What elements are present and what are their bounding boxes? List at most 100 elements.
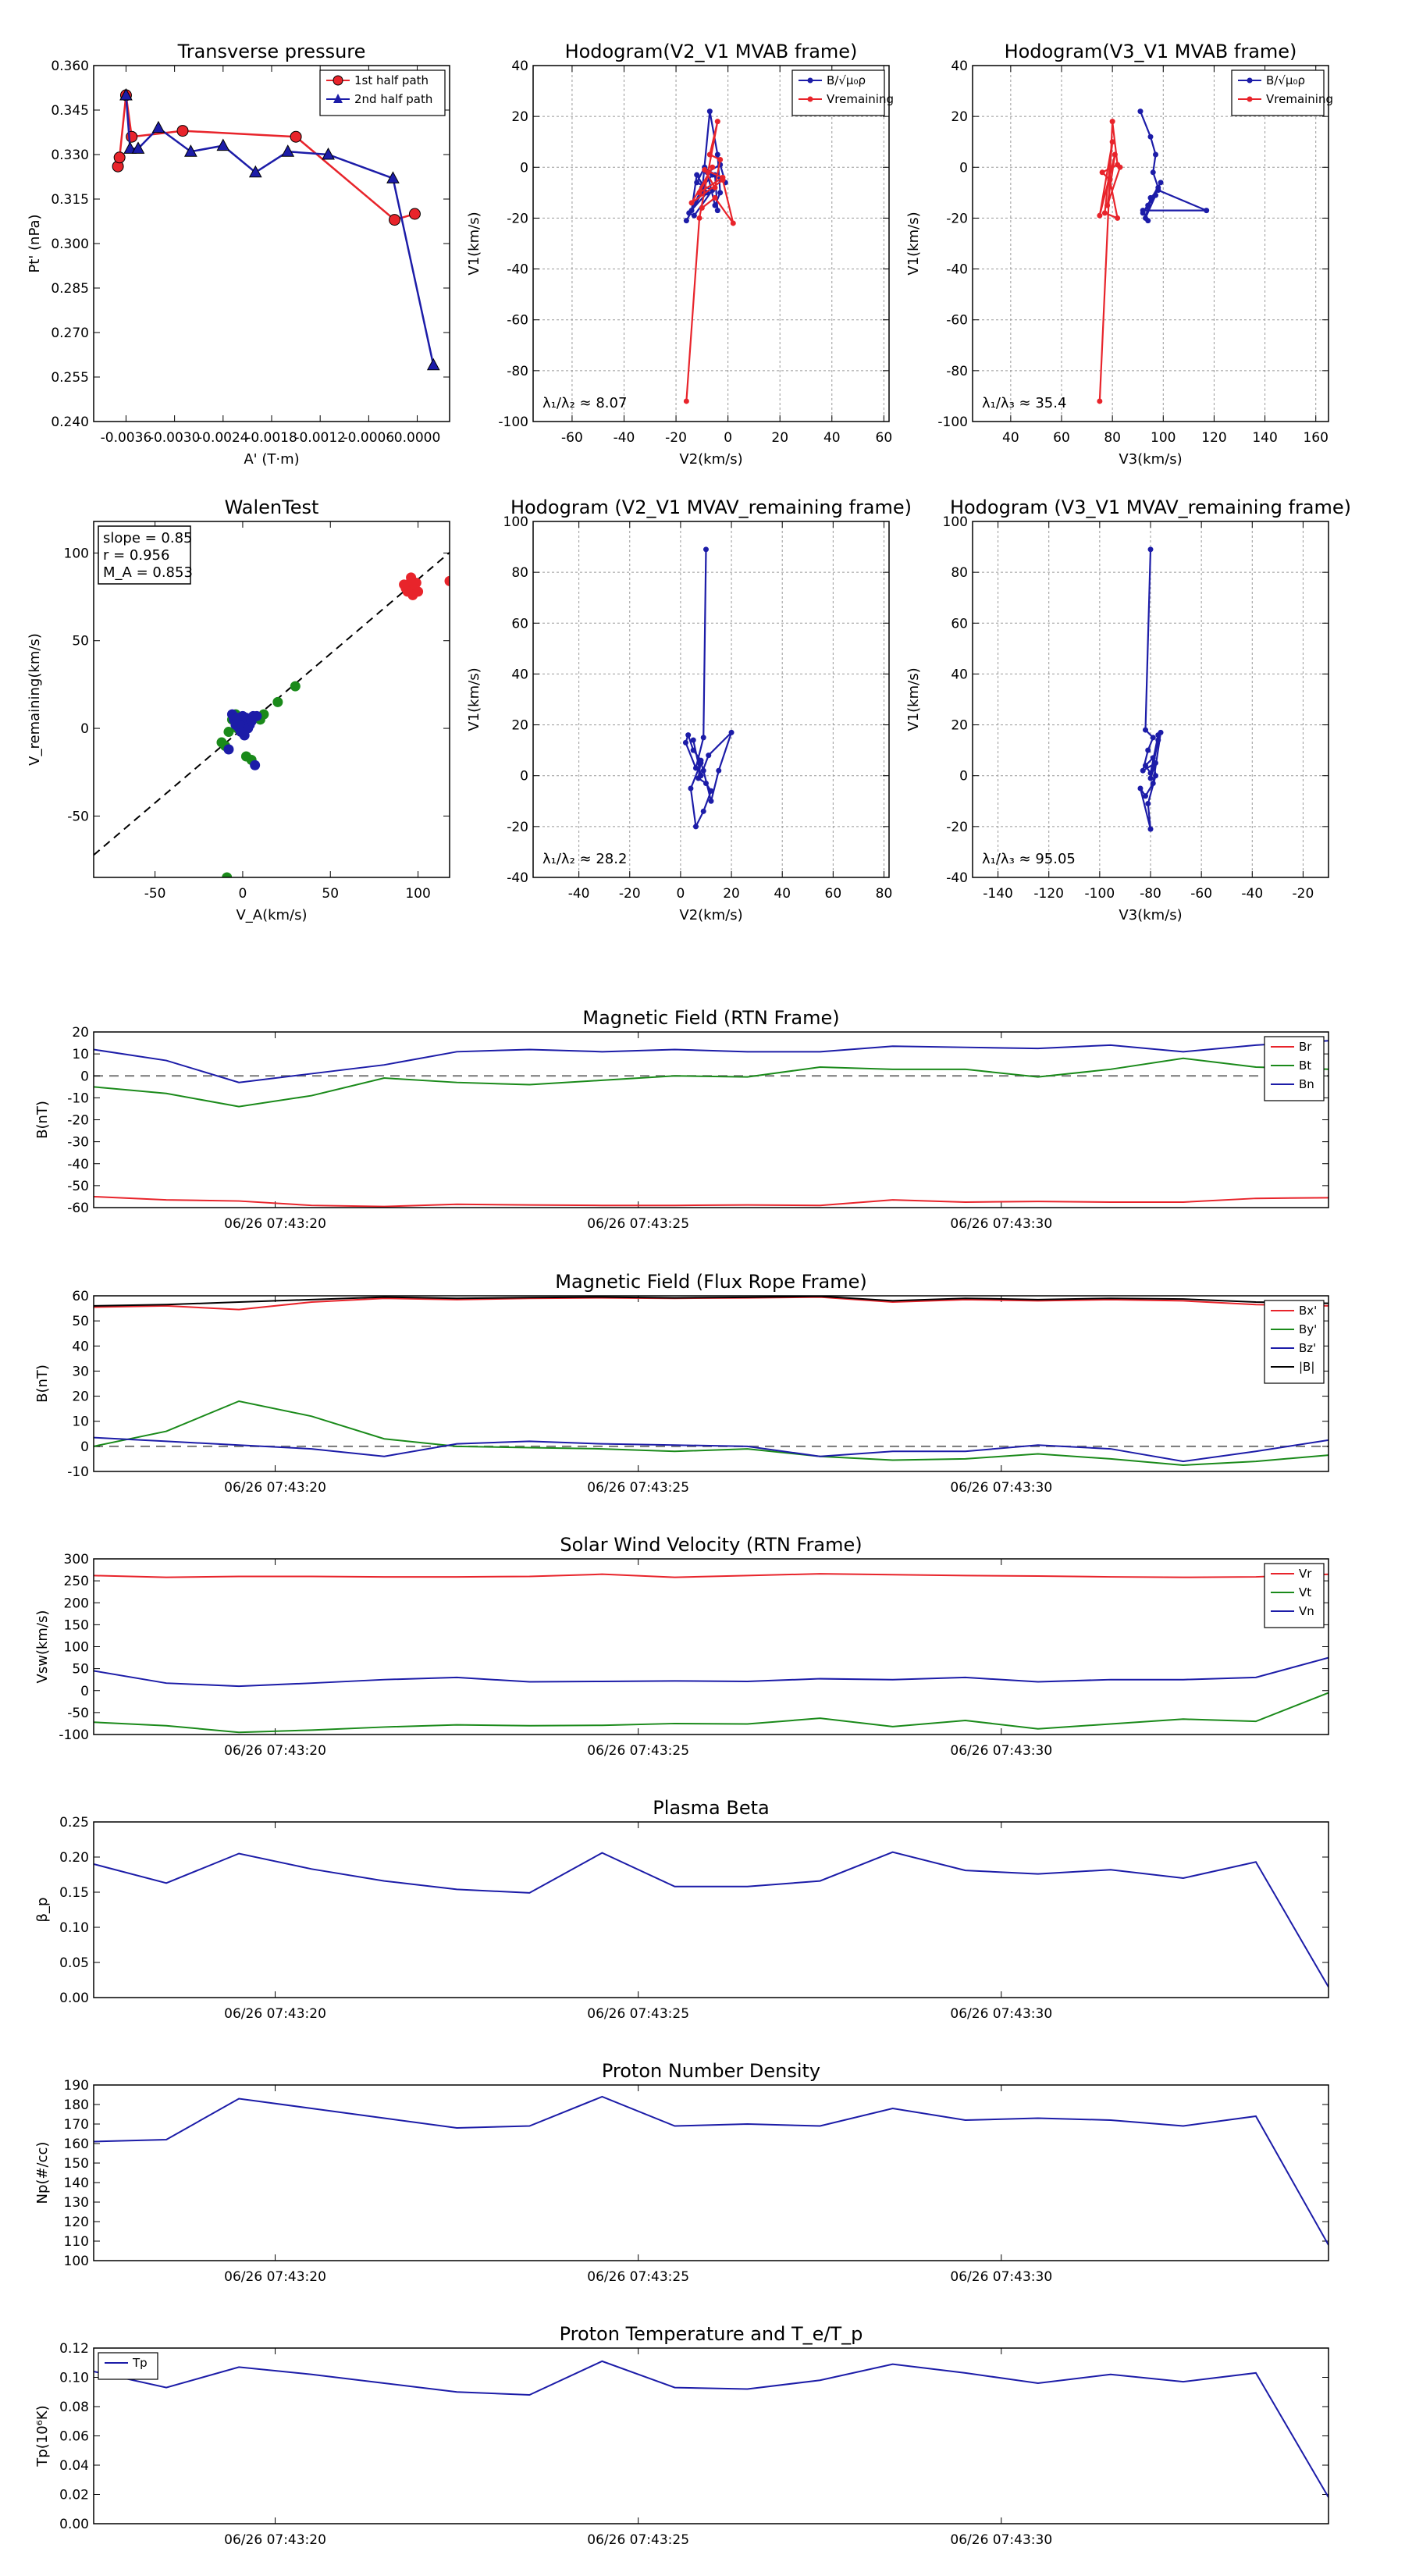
legend-label: Vremaining <box>1266 92 1333 106</box>
x-tick-label: 06/26 07:43:20 <box>224 1480 326 1496</box>
data-point <box>714 208 720 214</box>
y-tick-label: 20 <box>511 718 528 734</box>
data-point <box>728 729 735 735</box>
y-tick-label: 20 <box>72 1389 89 1405</box>
x-tick-label: 80 <box>1104 430 1121 446</box>
chart-title: Plasma Beta <box>653 1797 769 1819</box>
data-point <box>1142 763 1148 769</box>
data-point <box>1147 133 1154 140</box>
legend-label: 1st half path <box>354 73 429 87</box>
y-tick-label: 0.04 <box>59 2458 89 2474</box>
stats-box <box>98 525 191 585</box>
data-point <box>708 788 714 794</box>
plot-area <box>94 1851 1329 1988</box>
data-point <box>1153 192 1159 198</box>
y-axis-label: Pt' (nPa) <box>27 214 43 272</box>
x-tick-label: 80 <box>876 886 893 902</box>
y-axis-label: β_p <box>34 1898 51 1923</box>
plot-area <box>94 2360 1329 2498</box>
data-point <box>688 200 695 206</box>
y-tick-label: -20 <box>946 211 968 226</box>
series-line-v <box>1139 549 1162 830</box>
data-point <box>710 164 716 170</box>
stats-line: M_A = 0.853 <box>103 564 193 581</box>
y-tick-label: -40 <box>507 870 528 886</box>
x-tick-label: 60 <box>876 430 893 446</box>
legend-marker <box>1247 96 1253 102</box>
x-axis-label: V2(km/s) <box>679 451 742 468</box>
chart-panel-walen: WalenTest -50 0 50 100 -50 0 50 100 V_A(km/s) V_re… <box>27 496 450 923</box>
data-point <box>702 546 709 553</box>
legend-marker <box>333 75 343 86</box>
series-line-vremaining <box>685 121 735 402</box>
series-line-vr <box>94 1573 1329 1578</box>
legend-label: Vt <box>1299 1585 1311 1599</box>
x-tick-label: -40 <box>614 430 635 446</box>
data-point <box>698 760 704 766</box>
y-tick-label: 60 <box>511 616 528 632</box>
chart-title: Hodogram(V3_V1 MVAB frame) <box>1005 41 1297 62</box>
x-tick-label: -0.0006 <box>343 430 395 446</box>
plot-area <box>94 1040 1329 1208</box>
legend-label: Tp <box>132 2356 148 2370</box>
data-point <box>386 171 400 183</box>
plot-area <box>682 546 735 830</box>
y-tick-label: 0.08 <box>59 2400 89 2415</box>
chart-title: WalenTest <box>225 496 319 518</box>
chart-title: Solar Wind Velocity (RTN Frame) <box>560 1534 862 1556</box>
y-tick-label: 0.00 <box>59 1991 89 2006</box>
ratio-annotation: λ₁/λ₃ ≈ 95.05 <box>982 851 1076 867</box>
y-tick-label: -10 <box>67 1464 89 1480</box>
data-point <box>1140 208 1146 214</box>
x-tick-label: 160 <box>1303 430 1328 446</box>
legend: Vr Vt Vn <box>1264 1563 1325 1628</box>
axes-frame <box>972 521 1329 878</box>
data-point <box>730 220 736 226</box>
x-tick-label: 06/26 07:43:30 <box>950 1743 1052 1759</box>
y-tick-label: 100 <box>503 514 528 530</box>
data-point <box>1153 151 1159 158</box>
y-tick-label: 0.360 <box>51 59 89 74</box>
x-tick-label: 06/26 07:43:20 <box>224 2006 326 2022</box>
y-tick-label: 0.315 <box>51 192 89 208</box>
y-tick-label: 30 <box>72 1364 89 1379</box>
y-tick-label: 100 <box>64 2254 89 2269</box>
data-point <box>237 710 248 721</box>
y-axis-label: B(nT) <box>34 1364 51 1403</box>
y-tick-label: -80 <box>507 364 528 379</box>
chart-title: Hodogram(V2_V1 MVAB frame) <box>565 41 858 62</box>
y-tick-label: 0.240 <box>51 415 89 430</box>
data-point <box>1109 119 1115 125</box>
legend-label: B/√μ₀ρ <box>827 73 866 87</box>
y-tick-label: 200 <box>64 1596 89 1611</box>
y-tick-label: 0.285 <box>51 281 89 297</box>
data-point <box>1142 793 1148 799</box>
y-tick-label: 100 <box>64 1640 89 1656</box>
x-tick-label: 06/26 07:43:20 <box>224 1216 326 1232</box>
x-tick-label: 100 <box>405 886 430 902</box>
y-tick-label: 190 <box>64 2078 89 2094</box>
data-point <box>406 572 417 583</box>
x-tick-label: -0.0030 <box>149 430 201 446</box>
series-line-1st-half-path <box>116 94 415 221</box>
x-tick-label: -80 <box>1140 886 1161 902</box>
series-line-vt <box>94 1692 1329 1734</box>
axes-frame <box>972 65 1329 422</box>
y-tick-label: 0.10 <box>59 1920 89 1936</box>
data-point <box>702 780 709 786</box>
axes-frame <box>93 65 450 422</box>
chart-title: Magnetic Field (RTN Frame) <box>582 1007 839 1029</box>
axes-frame <box>93 2347 1329 2524</box>
chart-panel-ts_v: Solar Wind Velocity (RTN Frame) -100 -50 0 5… <box>34 1534 1329 1759</box>
legend-frame <box>98 2352 158 2380</box>
x-tick-label: -100 <box>1085 886 1115 902</box>
x-tick-label: -40 <box>1241 886 1263 902</box>
y-tick-label: 60 <box>951 616 968 632</box>
x-axis-label: V_A(km/s) <box>236 907 307 923</box>
data-point <box>700 808 706 814</box>
legend: 1st half path 2nd half path <box>319 69 446 116</box>
y-tick-label: 0.25 <box>59 1815 89 1831</box>
data-point <box>216 737 227 748</box>
x-tick-label: 06/26 07:43:30 <box>950 1480 1052 1496</box>
